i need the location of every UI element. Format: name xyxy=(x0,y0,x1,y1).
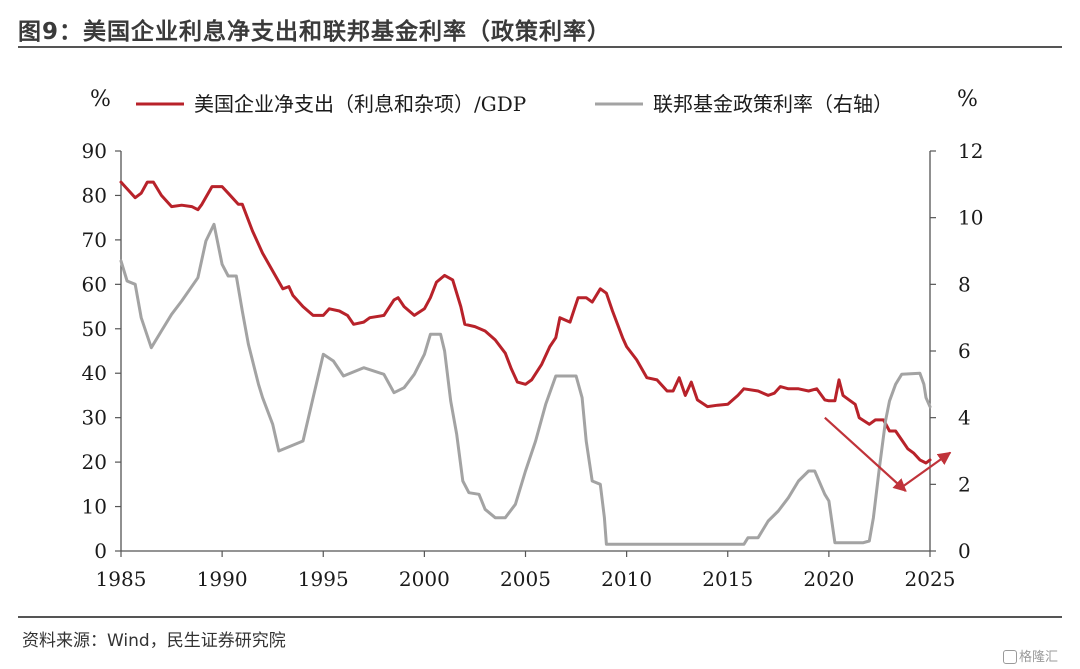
x-axis-tick-label: 1990 xyxy=(197,567,248,591)
right-axis-unit: % xyxy=(957,87,978,112)
trend-arrow-2 xyxy=(899,451,952,490)
x-axis-tick-label: 1985 xyxy=(96,567,147,591)
x-axis-tick-label: 2010 xyxy=(601,567,652,591)
left-axis-unit: % xyxy=(90,87,111,112)
source-note: 资料来源：Wind，民生证券研究院 xyxy=(22,631,286,651)
right-axis-tick-label: 4 xyxy=(958,406,971,430)
left-axis-tick-label: 0 xyxy=(94,539,107,563)
left-axis-tick-label: 40 xyxy=(82,361,107,385)
right-axis-tick-label: 6 xyxy=(958,339,971,363)
title-divider xyxy=(18,46,1062,48)
watermark-text: 格隆汇 xyxy=(1019,650,1059,665)
right-axis-tick-label: 2 xyxy=(958,472,971,496)
left-axis-tick-label: 80 xyxy=(82,183,107,207)
annotations xyxy=(824,416,952,492)
left-axis-tick-label: 90 xyxy=(82,139,107,163)
right-axis-tick-label: 0 xyxy=(958,539,971,563)
left-axis-tick-label: 30 xyxy=(82,406,107,430)
x-axis-tick-label: 2015 xyxy=(702,567,753,591)
right-axis-tick-label: 8 xyxy=(958,272,971,296)
source-divider xyxy=(18,616,1062,618)
x-axis-tick-label: 2025 xyxy=(905,567,956,591)
legend: 美国企业净支出（利息和杂项）/GDP 联邦基金政策利率（右轴） xyxy=(136,92,893,116)
left-axis-tick-label: 70 xyxy=(82,228,107,252)
legend-label-2: 联邦基金政策利率（右轴） xyxy=(653,92,893,116)
trend-arrow-1 xyxy=(824,416,907,492)
x-axis-tick-label: 2005 xyxy=(500,567,551,591)
series-layer xyxy=(119,180,932,546)
right-axis-tick-label: 10 xyxy=(958,206,983,230)
legend-label-1: 美国企业净支出（利息和杂项）/GDP xyxy=(194,92,526,116)
series-line-2 xyxy=(119,222,932,546)
right-axis-tick-label: 12 xyxy=(958,139,983,163)
series-line-1 xyxy=(119,180,932,465)
watermark-logo-icon xyxy=(1003,650,1017,664)
watermark: 格隆汇 xyxy=(1003,646,1058,665)
left-axis-tick-label: 50 xyxy=(82,317,107,341)
figure-title: 图9：美国企业利息净支出和联邦基金利率（政策利率） xyxy=(18,19,612,45)
left-axis-tick-label: 60 xyxy=(82,272,107,296)
x-axis-tick-label: 2000 xyxy=(399,567,450,591)
left-axis-tick-label: 10 xyxy=(82,495,107,519)
axes: 0 10 20 30 40 50 60 70 80 90 0 2 4 6 8 10 12 1985 1990 1995… xyxy=(82,87,984,591)
x-axis-tick-label: 2020 xyxy=(803,567,854,591)
left-axis-tick-label: 20 xyxy=(82,450,107,474)
x-axis-tick-label: 1995 xyxy=(298,567,349,591)
